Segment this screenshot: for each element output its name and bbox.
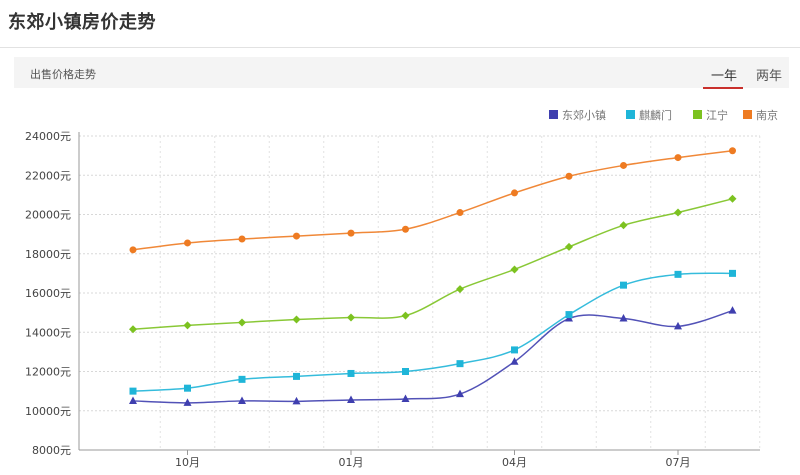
data-point-nanjing	[129, 246, 137, 254]
data-point-dongjiao	[456, 389, 464, 398]
data-point-jiangning	[347, 313, 355, 322]
y-tick-label: 18000元	[25, 248, 71, 261]
data-point-dongjiao	[129, 396, 137, 404]
y-tick-label: 10000元	[25, 405, 71, 418]
y-tick-label: 24000元	[25, 130, 71, 143]
data-point-dongjiao	[510, 357, 519, 365]
legend-label: 东郊小镇	[562, 108, 606, 122]
data-point-nanjing	[674, 154, 682, 162]
legend-marker	[626, 110, 635, 119]
data-point-nanjing	[620, 161, 627, 169]
data-point-nanjing	[184, 239, 191, 247]
data-point-dongjiao	[619, 314, 628, 322]
data-point-dongjiao	[674, 321, 682, 330]
data-point-dongjiao	[401, 394, 410, 402]
data-point-qilinmen	[620, 281, 627, 289]
x-tick-label: 04月	[502, 456, 527, 469]
data-point-nanjing	[402, 225, 409, 233]
data-point-dongjiao	[183, 398, 192, 406]
data-point-qilinmen	[293, 372, 300, 380]
data-point-jiangning	[619, 221, 628, 230]
data-point-qilinmen	[184, 384, 191, 392]
page-title: 东郊小镇房价走势	[8, 12, 156, 33]
data-point-qilinmen	[238, 375, 246, 383]
data-point-nanjing	[456, 209, 464, 217]
data-point-jiangning	[183, 321, 192, 330]
data-point-qilinmen	[674, 270, 682, 278]
series-line-nanjing	[132, 149, 733, 251]
legend-label: 南京	[756, 108, 778, 122]
data-point-dongjiao	[292, 396, 301, 405]
data-point-nanjing	[293, 232, 300, 240]
data-point-nanjing	[511, 189, 518, 197]
data-point-qilinmen	[347, 369, 355, 377]
data-point-qilinmen	[511, 346, 518, 354]
active-tab-indicator	[703, 87, 743, 89]
toolbar-label: 出售价格走势	[30, 68, 96, 81]
data-point-nanjing	[729, 147, 736, 155]
data-point-qilinmen	[565, 311, 573, 319]
y-tick-label: 16000元	[25, 287, 71, 300]
data-point-qilinmen	[456, 360, 464, 368]
data-point-qilinmen	[129, 387, 137, 395]
tab-two-year[interactable]: 两年	[756, 69, 783, 84]
legend-label: 江宁	[706, 108, 728, 122]
data-point-dongjiao	[728, 306, 737, 314]
data-point-nanjing	[347, 229, 355, 237]
x-tick-label: 07月	[666, 456, 691, 469]
series-line-dongjiao	[132, 309, 733, 404]
legend-marker	[743, 110, 752, 119]
y-tick-label: 22000元	[25, 169, 71, 182]
data-point-dongjiao	[347, 395, 355, 403]
data-point-qilinmen	[729, 269, 736, 277]
y-tick-label: 14000元	[25, 326, 71, 339]
data-point-qilinmen	[402, 368, 409, 375]
data-point-nanjing	[565, 172, 573, 180]
legend-marker	[693, 110, 702, 119]
tab-one-year[interactable]: 一年	[711, 69, 738, 84]
legend-label: 麒麟门	[639, 108, 672, 122]
series-line-jiangning	[132, 198, 733, 331]
title-divider	[0, 47, 800, 48]
data-point-jiangning	[401, 311, 410, 320]
y-tick-label: 20000元	[25, 209, 71, 222]
data-point-jiangning	[674, 208, 682, 217]
data-point-jiangning	[292, 315, 301, 324]
data-point-jiangning	[565, 242, 573, 251]
chart-toolbar: 出售价格走势 一年 两年	[14, 57, 789, 89]
legend-marker	[549, 110, 558, 119]
y-tick-label: 8000元	[32, 444, 71, 457]
data-point-jiangning	[456, 285, 464, 294]
data-point-nanjing	[238, 235, 246, 243]
data-point-jiangning	[510, 265, 519, 274]
x-tick-label: 01月	[339, 456, 364, 469]
data-point-jiangning	[728, 194, 737, 203]
data-point-jiangning	[129, 325, 137, 334]
y-tick-label: 12000元	[25, 366, 71, 379]
data-point-jiangning	[238, 318, 246, 327]
data-point-dongjiao	[238, 396, 246, 404]
x-tick-label: 10月	[175, 456, 200, 469]
